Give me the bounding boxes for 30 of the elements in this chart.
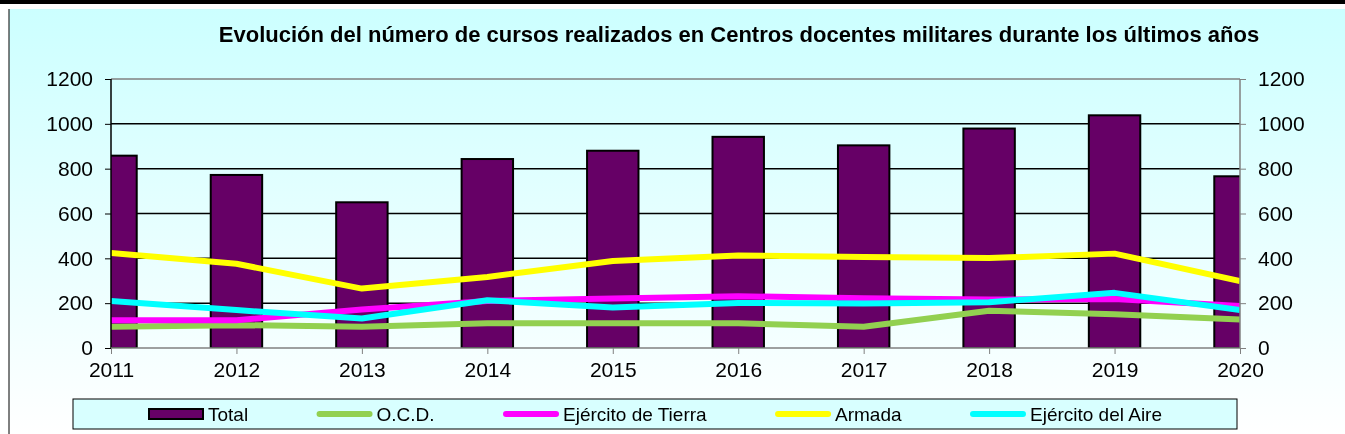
y2-tick-label: 200: [1258, 291, 1294, 315]
legend-label: Ejército de Tierra: [563, 404, 708, 425]
x-tick-label: 2014: [464, 357, 512, 381]
x-tick-label: 2012: [213, 357, 261, 381]
y2-tick-label: 1000: [1258, 112, 1305, 136]
y2-tick-label: 400: [1258, 246, 1294, 270]
y2-tick-label: 600: [1258, 201, 1294, 225]
x-tick-label: 2015: [589, 357, 637, 381]
y-tick-label: 800: [57, 156, 93, 180]
legend-label: Total: [208, 404, 249, 425]
x-tick-label: 2018: [966, 357, 1013, 381]
x-tick-label: 2017: [840, 357, 888, 381]
y2-tick-label: 0: [1258, 336, 1270, 360]
y-tick-label: 600: [57, 201, 93, 225]
y2-tick-label: 800: [1258, 156, 1294, 180]
legend-label: Ejército del Aire: [1029, 404, 1162, 425]
y-tick-label: 1200: [46, 67, 93, 91]
chart-title: Evolución del número de cursos realizados en Centros docentes militares durante los últimos años: [218, 22, 1260, 47]
y-tick-label: 200: [57, 291, 93, 315]
y2-tick-label: 1200: [1258, 67, 1305, 91]
legend-label: Armada: [835, 404, 903, 425]
x-tick-label: 2011: [88, 357, 135, 381]
x-tick-label: 2013: [339, 357, 386, 381]
y-tick-label: 1000: [46, 112, 93, 136]
x-tick-label: 2020: [1217, 357, 1264, 381]
y-tick-label: 0: [81, 336, 93, 360]
x-tick-label: 2019: [1091, 357, 1139, 381]
y-tick-label: 400: [57, 246, 93, 270]
legend-label: O.C.D.: [376, 404, 435, 425]
x-tick-label: 2016: [715, 357, 763, 381]
